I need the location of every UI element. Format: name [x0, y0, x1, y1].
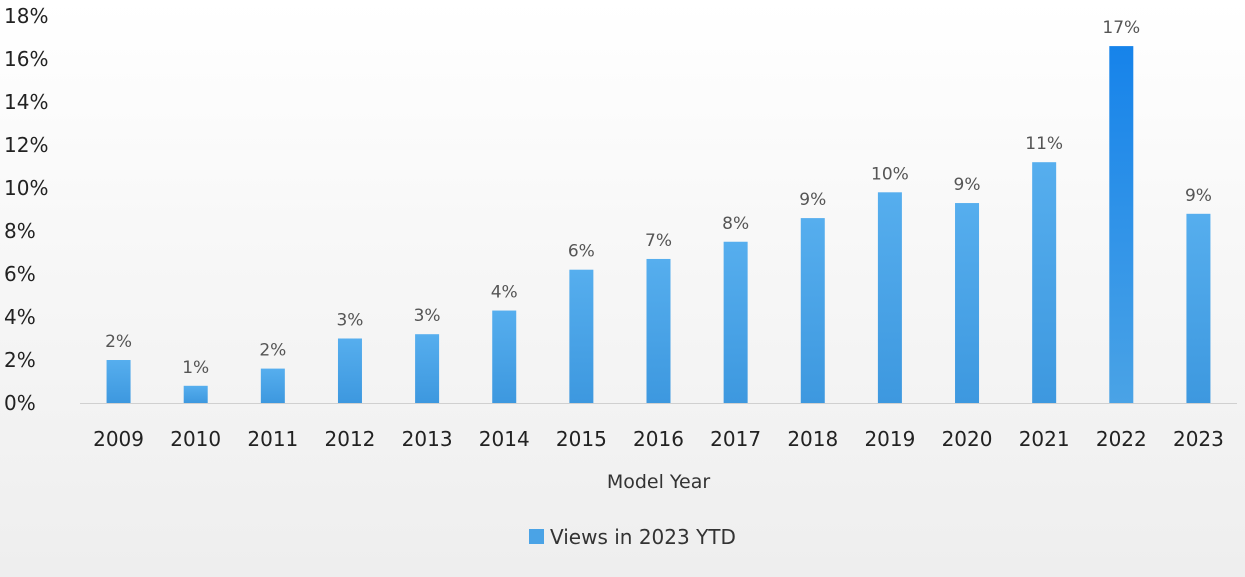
y-tick-label: 0%	[4, 391, 36, 415]
bar-2020	[955, 203, 980, 403]
y-tick-label: 14%	[4, 90, 48, 114]
bar-2023	[1186, 213, 1211, 403]
x-axis-tick-labels: 2009 2010 2011 2012 2013 2014 2015 2016 2017 2018…	[93, 427, 1224, 451]
x-tick-label-2014: 2014	[479, 427, 530, 451]
y-tick-label: 18%	[4, 4, 48, 28]
y-tick-label: 16%	[4, 47, 48, 71]
x-axis-title: Model Year	[607, 471, 711, 493]
bar-2014	[492, 310, 517, 403]
y-tick-label: 2%	[4, 348, 36, 372]
data-label-2015: 6%	[568, 242, 595, 262]
y-tick-label: 8%	[4, 219, 36, 243]
legend-swatch	[529, 529, 544, 544]
bar-2022	[1109, 46, 1134, 403]
bar-2015	[569, 269, 594, 403]
bar-2019	[877, 192, 902, 403]
x-tick-label-2017: 2017	[710, 427, 761, 451]
x-tick-label-2013: 2013	[402, 427, 453, 451]
data-label-2021: 11%	[1025, 134, 1063, 154]
x-tick-label-2010: 2010	[170, 427, 221, 451]
data-label-2012: 3%	[336, 311, 363, 331]
data-label-2016: 7%	[645, 231, 672, 251]
bar-2010	[183, 385, 208, 403]
data-label-2010: 1%	[182, 358, 209, 378]
bar-2012	[337, 338, 362, 403]
legend: Views in 2023 YTD	[529, 525, 736, 549]
data-label-2013: 3%	[414, 306, 441, 326]
data-label-2017: 8%	[722, 214, 749, 234]
x-tick-label-2020: 2020	[942, 427, 993, 451]
data-label-2014: 4%	[491, 283, 518, 303]
data-label-2018: 9%	[799, 190, 826, 210]
x-tick-label-2016: 2016	[633, 427, 684, 451]
x-tick-label-2012: 2012	[325, 427, 376, 451]
data-label-2023: 9%	[1185, 186, 1212, 206]
x-tick-label-2015: 2015	[556, 427, 607, 451]
y-tick-label: 12%	[4, 133, 48, 157]
data-label-2009: 2%	[105, 332, 132, 352]
bar-2021	[1032, 162, 1057, 403]
legend-label: Views in 2023 YTD	[550, 525, 736, 549]
x-tick-label-2022: 2022	[1096, 427, 1147, 451]
y-tick-label: 10%	[4, 176, 48, 200]
x-tick-label-2023: 2023	[1173, 427, 1224, 451]
x-tick-label-2019: 2019	[864, 427, 915, 451]
bar-2016	[646, 258, 671, 403]
y-tick-label: 4%	[4, 305, 36, 329]
data-label-2019: 10%	[871, 164, 909, 184]
y-tick-label: 6%	[4, 262, 36, 286]
bar-2018	[800, 218, 825, 403]
y-axis-tick-labels: 0% 2% 4% 6% 8% 10% 12% 14% 16% 18%	[4, 4, 48, 415]
x-tick-label-2011: 2011	[247, 427, 298, 451]
data-label-2011: 2%	[259, 341, 286, 361]
x-tick-label-2021: 2021	[1019, 427, 1070, 451]
bar-2013	[415, 334, 440, 403]
x-tick-label-2018: 2018	[787, 427, 838, 451]
data-labels: 2% 1% 2% 3% 3% 4% 6% 7% 8% 9% 10% 9% 11% 17% 9%	[105, 18, 1212, 378]
bar-2017	[723, 241, 748, 403]
bar-series	[106, 46, 1211, 403]
bar-2009	[106, 360, 131, 403]
x-tick-label-2009: 2009	[93, 427, 144, 451]
data-label-2022: 17%	[1102, 18, 1140, 38]
bar-2011	[260, 368, 285, 403]
data-label-2020: 9%	[954, 175, 981, 195]
